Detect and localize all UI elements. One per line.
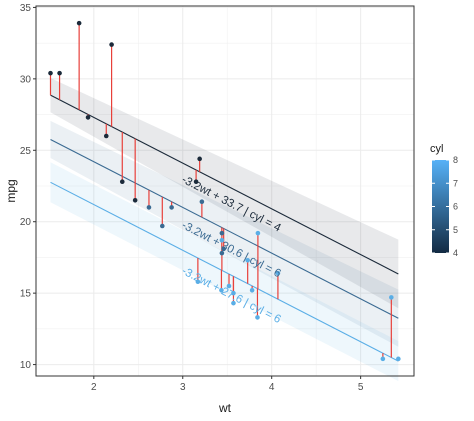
confidence-band-cyl-4: [50, 78, 399, 309]
y-axis-title: mpg: [4, 179, 18, 202]
data-point-cyl-8: [219, 287, 224, 293]
data-point-cyl-8: [255, 315, 260, 320]
confidence-band-cyl-6: [50, 120, 399, 347]
data-point-cyl-6: [199, 199, 205, 205]
x-tick-label: 4: [269, 382, 275, 393]
fit-line-cyl-4: [50, 94, 399, 275]
fit-line-cyl-8: [50, 181, 399, 362]
data-point-cyl-6: [146, 205, 152, 210]
colorbar-tick-label: 4: [453, 248, 458, 258]
colorbar-ticks: 4 5 6 7 8: [432, 155, 458, 258]
y-tick-label: 25: [20, 146, 32, 157]
data-point-cyl-4: [119, 179, 125, 185]
data-point-cyl-6: [219, 230, 225, 236]
y-tick-label: 15: [20, 289, 32, 300]
colorbar-tick-label: 7: [453, 178, 458, 188]
colorbar-tick-label: 5: [453, 225, 458, 235]
y-axis-ticks: 10 15 20 25 30 35: [20, 3, 36, 371]
data-points: [48, 20, 401, 362]
data-point-cyl-4: [193, 179, 199, 185]
data-point-cyl-8: [226, 283, 232, 289]
data-point-cyl-6: [159, 223, 165, 229]
data-point-cyl-6: [169, 205, 174, 210]
data-point-cyl-4: [109, 42, 114, 47]
data-point-cyl-8: [231, 290, 236, 296]
data-point-cyl-8: [255, 230, 261, 236]
data-point-cyl-8: [275, 270, 281, 276]
data-point-cyl-4: [76, 20, 82, 26]
panel-border: [35, 5, 415, 377]
colorbar-tick-label: 8: [453, 155, 458, 165]
data-point-cyl-6: [221, 246, 226, 252]
fit-lines: [50, 94, 399, 362]
x-tick-label: 3: [180, 382, 186, 393]
y-tick-label: 30: [20, 74, 32, 85]
x-tick-label: 5: [358, 382, 364, 393]
fit-line-cyl-6: [50, 138, 399, 319]
data-point-cyl-4: [48, 70, 53, 76]
colorbar-legend: cyl 4 5 6 7 8: [430, 143, 458, 258]
colorbar-tick-label: 6: [453, 202, 458, 212]
data-point-cyl-6: [219, 250, 225, 256]
panel-frame: [35, 5, 415, 377]
legend-title: cyl: [430, 143, 443, 155]
data-point-cyl-8: [380, 356, 386, 362]
data-point-cyl-8: [219, 237, 225, 243]
data-point-cyl-8: [231, 300, 236, 306]
data-point-cyl-8: [195, 279, 201, 285]
colorbar: [432, 160, 449, 253]
data-point-cyl-8: [389, 295, 394, 300]
y-tick-label: 10: [20, 360, 32, 371]
panel-background: [36, 6, 414, 376]
y-tick-label: 35: [20, 3, 32, 14]
data-point-cyl-4: [57, 70, 62, 76]
data-point-cyl-8: [245, 257, 250, 263]
data-point-cyl-8: [396, 356, 401, 362]
y-tick-label: 20: [20, 217, 32, 228]
data-point-cyl-8: [249, 287, 255, 293]
data-point-cyl-4: [85, 115, 91, 120]
x-tick-label: 2: [91, 382, 97, 393]
plot-panel: [36, 6, 414, 376]
data-point-cyl-4: [103, 133, 109, 139]
x-axis-ticks: 2 3 4 5: [91, 376, 364, 393]
x-axis-title: wt: [218, 401, 232, 415]
data-point-cyl-4: [132, 197, 138, 203]
data-point-cyl-4: [197, 156, 202, 162]
